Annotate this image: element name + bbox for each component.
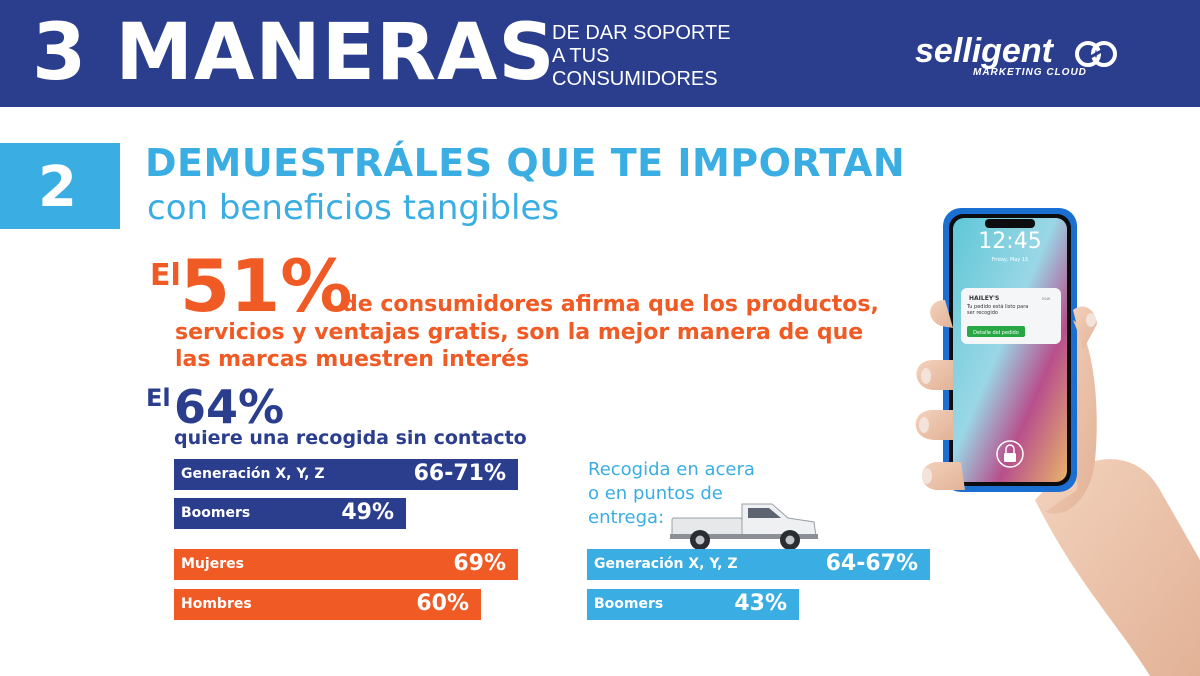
stat1-line: las marcas muestren interés [175,347,530,372]
notification-text: Tu pedido está listo para ser recogido [967,304,1029,316]
stat1-line: servicios y ventajas gratis, son la mejo… [175,320,864,345]
header-subtitle: DE DAR SOPORTE A TUS CONSUMIDORES [552,22,772,91]
stat1-line: de consumidores afirma que los productos… [342,292,879,317]
section-number-box: 2 [0,143,120,229]
stat1-value: 51% [180,244,353,328]
logo-text: selligent [915,32,1053,70]
bar-value: 49% [341,500,394,525]
header-subtitle-line: DE DAR SOPORTE [552,22,731,44]
curbside-title-line: o en puntos de [588,483,723,504]
notification-brand: HAILEY'S [969,295,999,302]
notification-button[interactable] [967,326,1025,337]
notification-button-label: Detalle del pedido [973,330,1019,336]
stat2-prefix: El [146,384,171,412]
hand-holding-phone: 12:45 Friday, May 15 HAILEY'S now Tu ped… [905,200,1200,676]
header-subtitle-line: CONSUMIDORES [552,68,718,90]
header-subtitle-line: A TUS [552,45,610,67]
bar-value: 43% [734,591,787,616]
curbside-title-line: Recogida en acera [588,459,755,480]
stat2-value: 64% [174,380,285,434]
selligent-logo-mark-icon [1075,41,1117,67]
bar-curbside-generations: Generación X, Y, Z 64-67% [587,549,930,580]
stat2-description: quiere una recogida sin contacto [174,427,527,449]
phone-date: Friday, May 15 [992,257,1029,263]
logo-tagline: MARKETING CLOUD [973,67,1087,78]
truck-icon [670,503,818,550]
section-title: DEMUESTRÁLES QUE TE IMPORTAN [145,141,906,185]
section-number: 2 [38,155,77,220]
bar-label: Generación X, Y, Z [594,556,738,572]
notification-time: now [1042,296,1051,301]
header-title: 3 MANERAS [32,8,556,98]
selligent-logo: selligent MARKETING CLOUD [915,32,1117,78]
bar-women: Mujeres 69% [174,549,518,580]
bar-generations: Generación X, Y, Z 66-71% [174,459,518,490]
curbside-title: Recogida en acera o en puntos de entrega… [588,458,788,530]
lock-icon [996,440,1024,468]
phone-illustration: 12:45 Friday, May 15 HAILEY'S now Tu ped… [915,208,1200,676]
bar-men: Hombres 60% [174,589,481,620]
header-banner: 3 MANERAS DE DAR SOPORTE A TUS CONSUMIDO… [0,0,1200,107]
bar-value: 60% [416,591,469,616]
bar-value: 69% [453,551,506,576]
bar-value: 66-71% [413,461,506,486]
bar-label: Mujeres [181,556,244,572]
section-subtitle: con beneficios tangibles [147,188,560,228]
bar-value: 64-67% [825,551,918,576]
stat1-prefix: El [150,258,181,293]
bar-label: Boomers [594,596,664,612]
bar-boomers: Boomers 49% [174,498,406,529]
bar-label: Hombres [181,596,252,612]
bar-label: Boomers [181,505,251,521]
phone-time: 12:45 [978,229,1041,254]
bar-label: Generación X, Y, Z [181,466,325,482]
bar-curbside-boomers: Boomers 43% [587,589,799,620]
curbside-title-line: entrega: [588,507,665,528]
